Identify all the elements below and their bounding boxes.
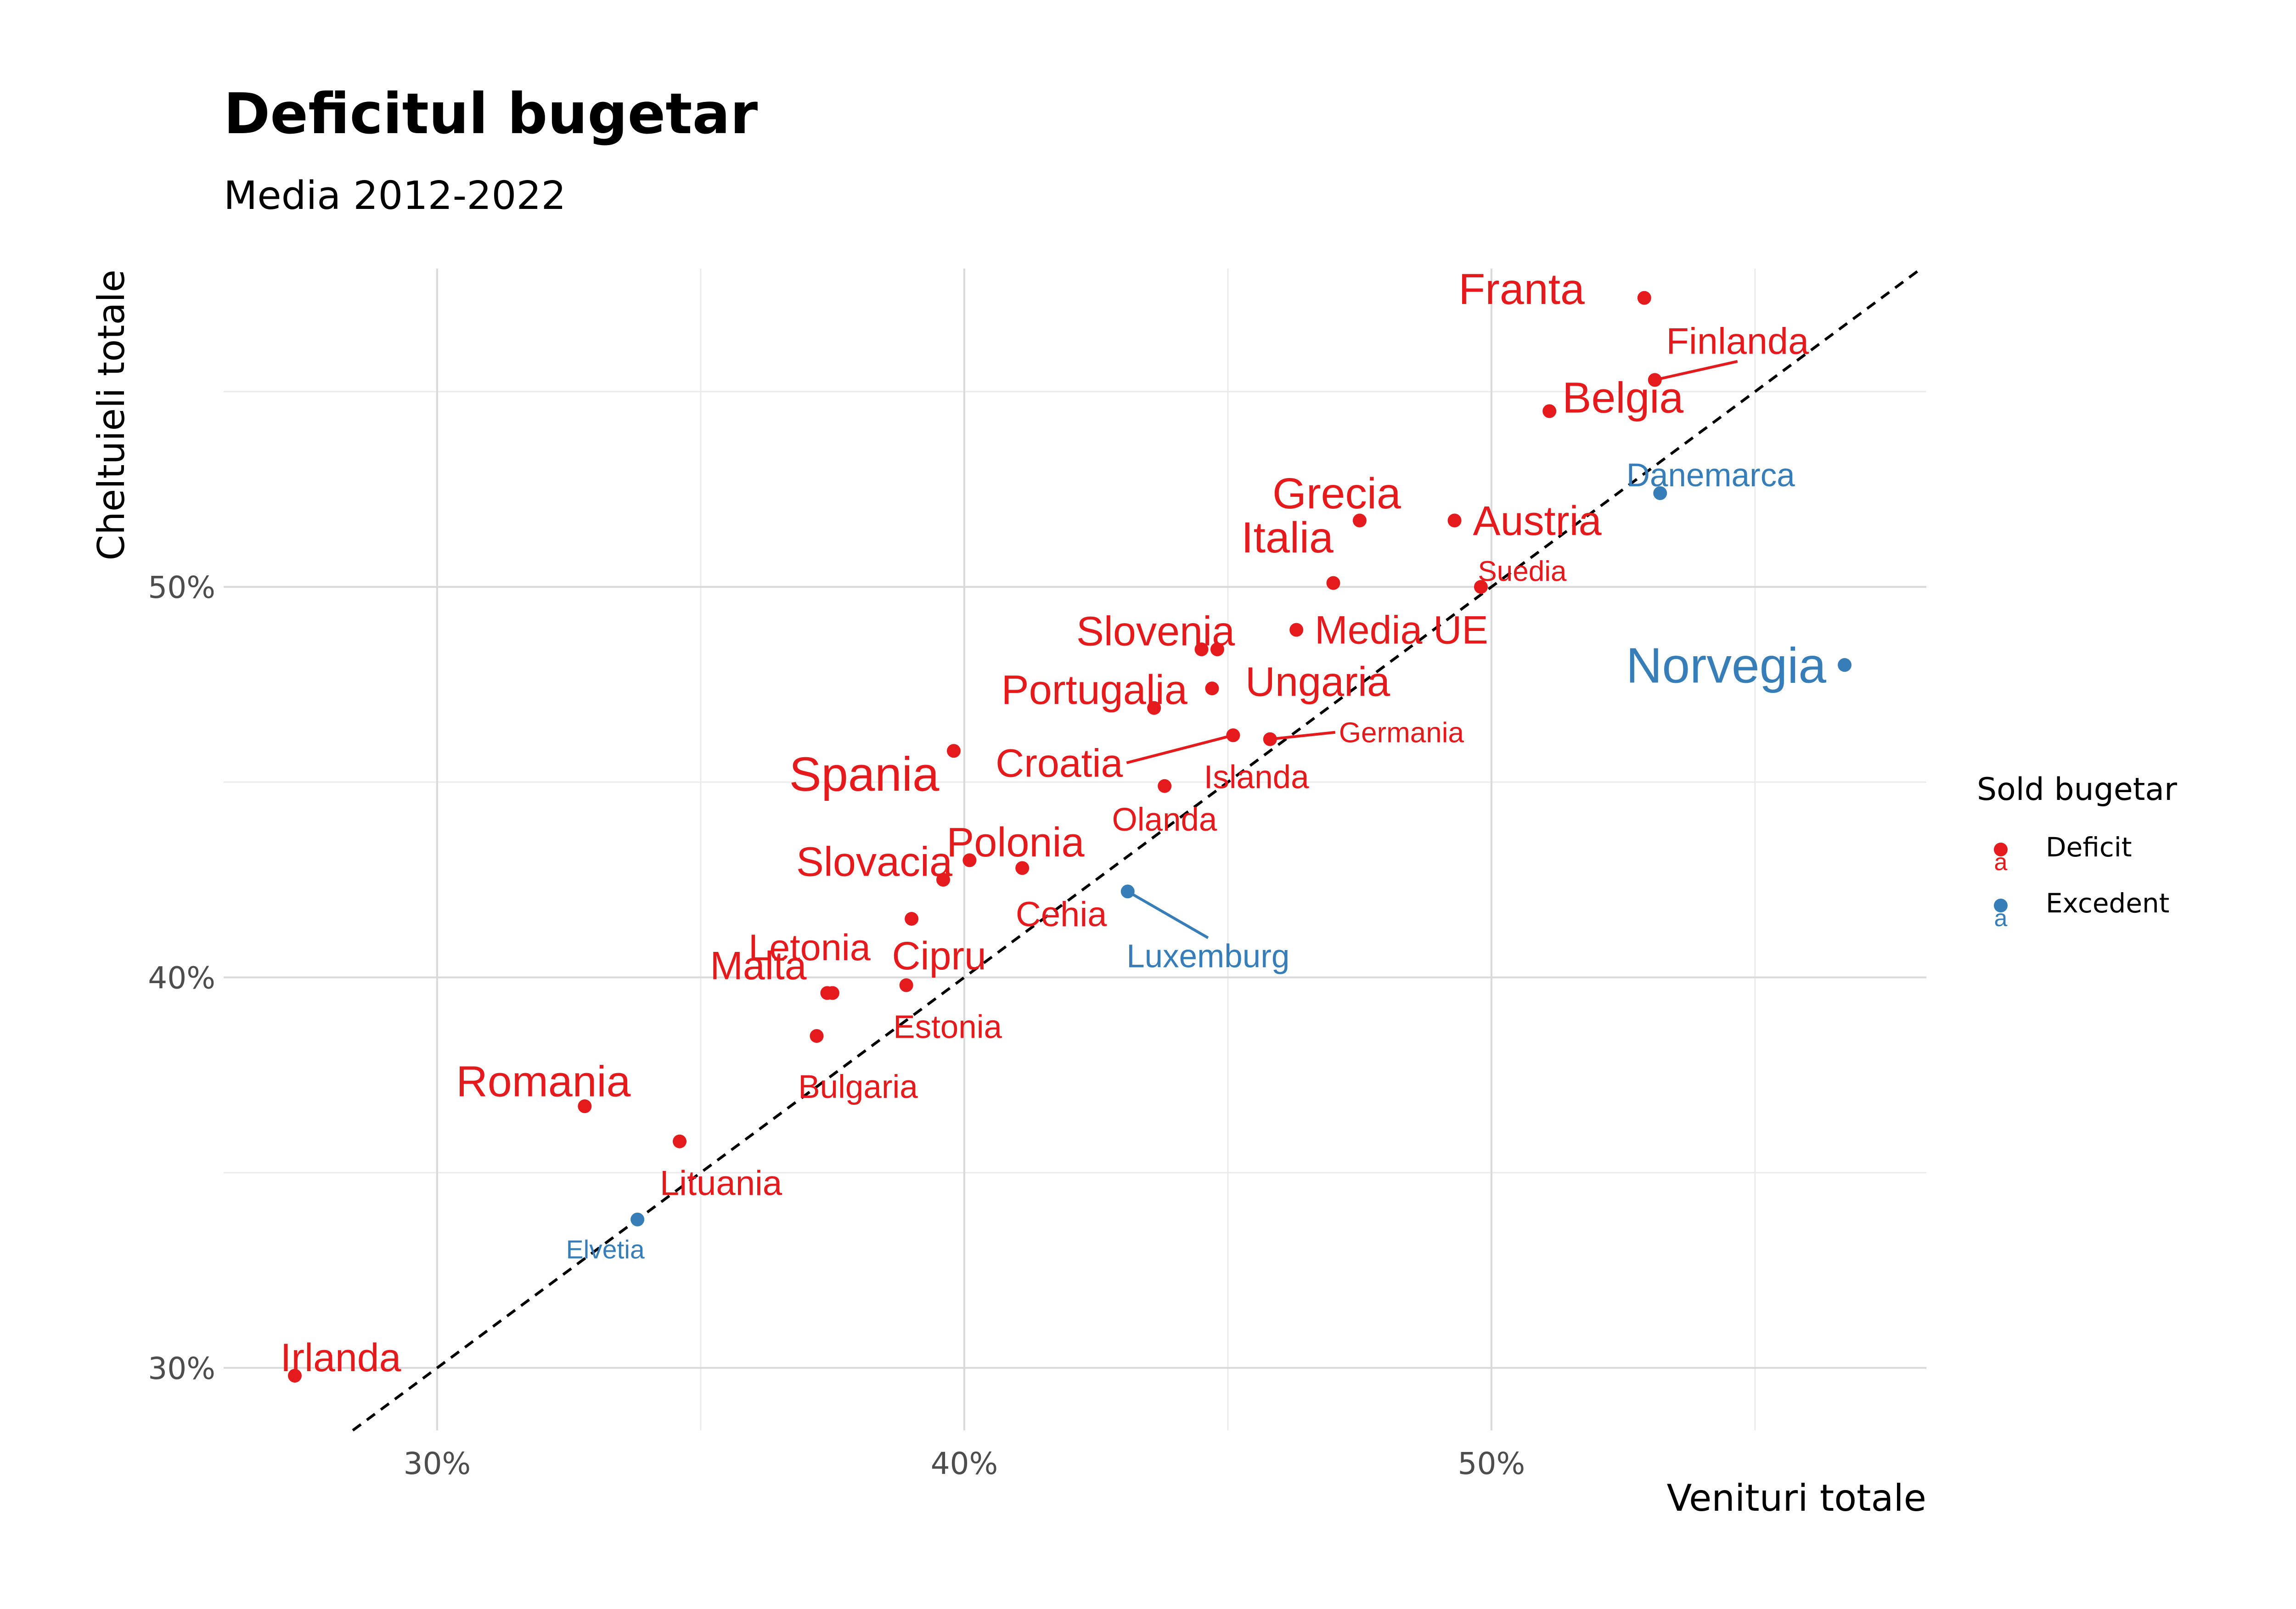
point-malta xyxy=(820,986,834,1000)
label-ungaria: Ungaria xyxy=(1245,659,1390,705)
legend-key-point-deficit xyxy=(1994,843,2008,856)
label-danemarca: Danemarca xyxy=(1626,457,1795,494)
point-slovenia xyxy=(1194,642,1209,657)
point-bulgaria xyxy=(810,1029,824,1043)
legend: Sold bugetar a Deficit a Excedent xyxy=(1977,771,2177,932)
label-polonia: Polonia xyxy=(946,820,1085,866)
label-slovacia: Slovacia xyxy=(796,839,953,885)
label-elvetia: Elvetia xyxy=(566,1235,645,1265)
label-connectors xyxy=(1126,360,1738,939)
point-austria xyxy=(1447,513,1462,528)
x-axis-label: Venituri totale xyxy=(1667,1477,1926,1519)
point-cehia xyxy=(1015,861,1030,875)
legend-key-glyph-deficit: a xyxy=(1994,849,2008,876)
label-germania: Germania xyxy=(1339,717,1464,748)
label-islanda: Islanda xyxy=(1204,759,1309,796)
point-danemarca xyxy=(1653,486,1667,500)
data-points xyxy=(287,291,1852,1383)
label-luxemburg: Luxemburg xyxy=(1126,938,1289,974)
axis-tick-labels: 30% 40% 50% 30% 40% 50% xyxy=(148,570,1525,1481)
chart-title: Deficitul bugetar xyxy=(224,81,758,146)
point-ungaria xyxy=(1205,681,1219,696)
point-finlanda xyxy=(1648,373,1662,387)
legend-title: Sold bugetar xyxy=(1977,771,2177,808)
label-estonia: Estonia xyxy=(893,1009,1002,1045)
label-austria: Austria xyxy=(1473,498,1602,544)
label-finlanda: Finlanda xyxy=(1666,321,1809,362)
point-spania xyxy=(946,744,961,758)
label-grecia: Grecia xyxy=(1272,469,1401,518)
label-italia: Italia xyxy=(1241,513,1334,562)
legend-key-point-excedent xyxy=(1994,899,2008,912)
point-lituania xyxy=(673,1134,687,1148)
point-slovacia xyxy=(936,872,951,887)
label-lituania: Lituania xyxy=(660,1164,782,1203)
x-tick-label: 40% xyxy=(931,1446,998,1481)
label-media-ue: Media UE xyxy=(1315,608,1488,653)
x-tick-label: 30% xyxy=(404,1446,471,1481)
point-media-ue xyxy=(1289,623,1304,637)
point-belgia xyxy=(1542,404,1557,418)
label-romania: Romania xyxy=(456,1057,630,1106)
point-elvetia xyxy=(630,1212,645,1226)
point-germania xyxy=(1263,732,1277,746)
y-tick-label: 50% xyxy=(148,570,215,605)
label-slovenia: Slovenia xyxy=(1076,609,1235,655)
y-tick-label: 40% xyxy=(148,961,215,996)
x-tick-label: 50% xyxy=(1458,1446,1525,1481)
point-italia xyxy=(1326,576,1340,590)
point-norvegia xyxy=(1838,658,1852,672)
label-norvegia: Norvegia xyxy=(1626,637,1827,693)
label-olanda: Olanda xyxy=(1112,802,1217,838)
leader-germania xyxy=(1270,731,1336,741)
grid-lines xyxy=(224,269,1926,1430)
label-cipru: Cipru xyxy=(892,934,986,978)
label-bulgaria: Bulgaria xyxy=(798,1069,918,1105)
y-tick-label: 30% xyxy=(148,1351,215,1386)
point-grecia xyxy=(1352,513,1367,528)
reference-line-y-equals-x xyxy=(352,267,1922,1432)
label-malta: Malta xyxy=(710,944,806,988)
leader-luxemburg xyxy=(1127,890,1209,939)
point-polonia xyxy=(962,853,977,867)
point-olanda xyxy=(1210,642,1224,657)
point-romania xyxy=(578,1099,592,1114)
legend-label-deficit: Deficit xyxy=(2046,832,2132,863)
point-suedia xyxy=(1474,580,1488,594)
point-portugalia xyxy=(1147,701,1161,715)
legend-label-excedent: Excedent xyxy=(2046,888,2170,919)
label-cehia: Cehia xyxy=(1016,895,1107,934)
reference-line-group xyxy=(352,267,1922,1432)
label-irlanda: Irlanda xyxy=(280,1336,401,1380)
label-spania: Spania xyxy=(789,748,940,801)
chart-subtitle: Media 2012-2022 xyxy=(224,173,566,219)
label-portugalia: Portugalia xyxy=(1002,667,1188,713)
y-axis-label: Cheltuieli totale xyxy=(90,270,133,561)
point-estonia xyxy=(899,978,913,992)
label-letonia: Letonia xyxy=(748,927,871,968)
legend-entries: a Deficit a Excedent xyxy=(1994,832,2170,932)
label-franta: Franta xyxy=(1458,265,1585,314)
label-croatia: Croatia xyxy=(996,741,1123,785)
point-luxemburg xyxy=(1120,884,1135,899)
label-belgia: Belgia xyxy=(1562,374,1683,422)
leader-finlanda xyxy=(1654,360,1738,382)
point-islanda xyxy=(1158,779,1172,793)
leader-croatia xyxy=(1126,734,1234,765)
legend-key-glyph-excedent: a xyxy=(1994,905,2008,932)
label-suedia: Suedia xyxy=(1478,556,1567,587)
point-croatia xyxy=(1226,728,1240,743)
point-irlanda xyxy=(287,1368,302,1383)
point-labels: Franta Finlanda Belgia Danemarca Grecia Austr… xyxy=(280,265,1826,1380)
point-cipru xyxy=(905,911,919,926)
point-franta xyxy=(1637,291,1651,305)
